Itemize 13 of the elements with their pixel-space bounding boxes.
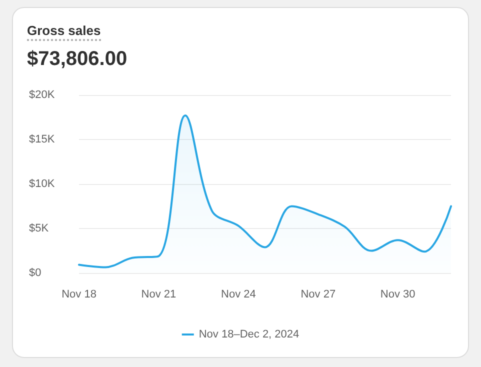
x-tick-label: Nov 30 — [380, 288, 416, 300]
y-tick-label: $10K — [29, 178, 56, 190]
y-tick-label: $0 — [29, 267, 42, 279]
y-tick-label: $20K — [29, 89, 56, 101]
x-tick-label: Nov 18 — [62, 288, 96, 300]
legend-label: Nov 18–Dec 2, 2024 — [198, 328, 300, 340]
chart-title: Gross sales — [27, 23, 101, 41]
x-tick-label: Nov 27 — [300, 288, 336, 300]
chart-subtitle: $73,806.00 — [27, 48, 128, 71]
x-tick-label: Nov 24 — [221, 288, 256, 300]
y-tick-label: $5K — [29, 222, 50, 234]
y-tick-label: $15K — [29, 134, 56, 146]
x-tick-label: Nov 21 — [141, 288, 176, 300]
